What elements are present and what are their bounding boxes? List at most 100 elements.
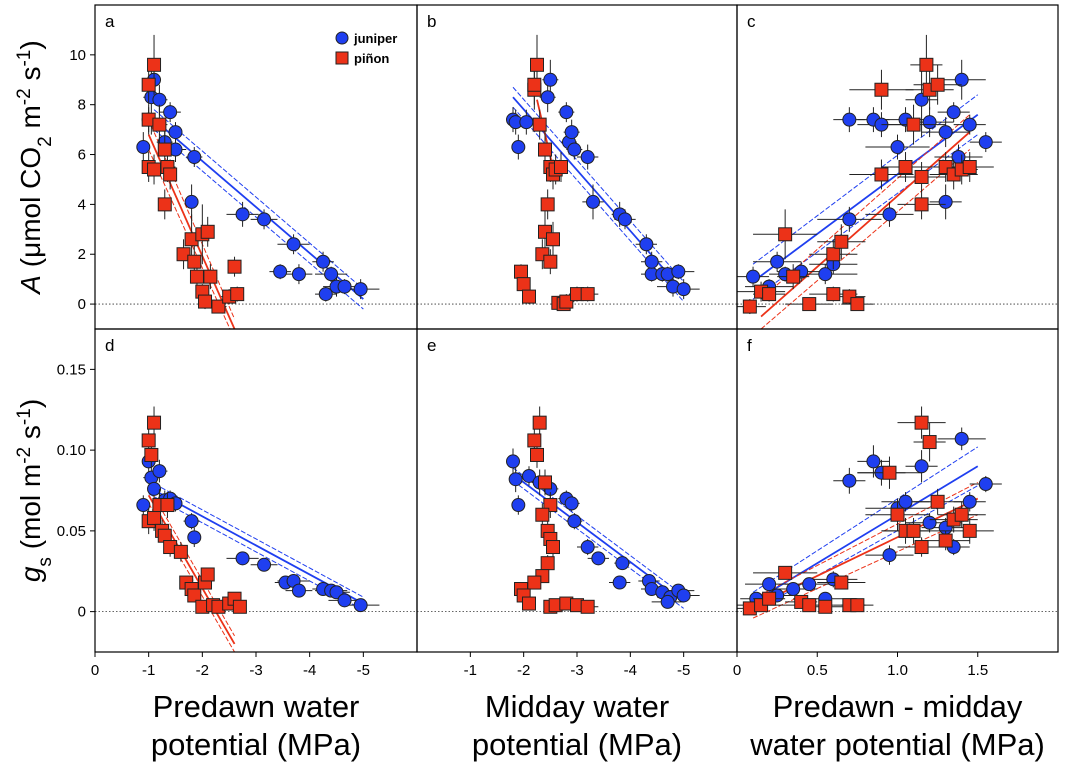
marker [353, 598, 368, 613]
x-axis-label: Midday water [485, 689, 669, 724]
legend-marker [335, 51, 349, 65]
y-tick-label: 8 [78, 97, 86, 114]
marker [324, 267, 339, 282]
marker [906, 117, 921, 132]
y-axis-label-part: ) [15, 399, 46, 408]
marker [962, 117, 977, 132]
marker [922, 115, 937, 130]
marker [564, 125, 579, 140]
marker [337, 593, 352, 608]
marker [184, 194, 199, 209]
marker [543, 254, 558, 269]
marker [152, 92, 167, 107]
marker [826, 287, 841, 302]
marker [136, 140, 151, 155]
x-axis-label: Predawn - midday [773, 689, 1023, 724]
marker [802, 577, 817, 592]
x-axis-label: Predawn water [153, 689, 360, 724]
marker [189, 269, 204, 284]
y-tick-label: 0.05 [57, 523, 86, 540]
panel-label: d [105, 336, 114, 355]
marker [318, 287, 333, 302]
x-axis-label: potential (MPa) [151, 727, 361, 762]
x-tick-label: -4 [303, 662, 316, 679]
marker [257, 557, 272, 572]
panel [737, 34, 1058, 329]
marker [535, 507, 550, 522]
x-tick-label: -2 [196, 662, 209, 679]
marker [671, 264, 686, 279]
marker [778, 227, 793, 242]
marker [527, 77, 542, 92]
marker [818, 599, 833, 614]
marker [530, 447, 544, 462]
y-axis-label-part: -1 [14, 408, 35, 425]
marker [890, 140, 905, 155]
y-axis-label-part: m [15, 105, 46, 136]
marker [882, 207, 897, 222]
fit-line [752, 113, 979, 283]
marker [567, 142, 582, 157]
marker [546, 540, 560, 555]
marker [770, 254, 785, 269]
marker [211, 299, 226, 314]
y-axis-label-part: g [15, 566, 46, 582]
marker [586, 194, 600, 209]
panel [417, 34, 737, 312]
legend-marker [335, 31, 349, 45]
y-tick-label: 0.10 [57, 442, 86, 459]
marker [144, 447, 159, 462]
marker [187, 530, 202, 545]
marker [176, 247, 191, 262]
marker [235, 551, 250, 566]
marker [842, 112, 857, 127]
x-axis-label: water potential (MPa) [749, 727, 1045, 762]
marker [187, 254, 202, 269]
marker [522, 289, 536, 304]
legend-label: piñon [354, 51, 389, 66]
marker [922, 515, 937, 530]
marker [291, 267, 306, 282]
x-tick-label: -5 [677, 662, 690, 679]
marker [141, 77, 156, 92]
panel [95, 406, 417, 652]
marker [141, 433, 156, 448]
marker [187, 588, 202, 603]
panel-label: f [747, 336, 752, 355]
marker [168, 125, 183, 140]
marker [762, 591, 777, 606]
marker [546, 232, 560, 247]
marker [527, 575, 542, 590]
marker [676, 588, 691, 603]
x-tick-label: 0 [733, 662, 741, 679]
marker [834, 575, 849, 590]
marker [257, 212, 272, 227]
marker [511, 140, 526, 155]
marker [938, 194, 953, 209]
marker [580, 150, 595, 165]
marker [232, 599, 247, 614]
marker [922, 435, 937, 450]
x-tick-label: -4 [624, 662, 637, 679]
x-tick-label: -1 [464, 662, 477, 679]
marker [559, 294, 574, 309]
y-axis-label: gs (mol m-2 s-1) [14, 399, 56, 582]
fit-line [148, 480, 364, 598]
y-axis-label-part: (mol m [15, 464, 46, 557]
marker [818, 267, 833, 282]
marker [612, 575, 627, 590]
marker [511, 498, 526, 513]
y-axis-label-part: -1 [14, 50, 35, 67]
y-axis-label-part: (μmol CO [15, 147, 46, 275]
panel [417, 406, 737, 614]
marker [230, 287, 245, 302]
marker [874, 167, 889, 182]
y-axis-label-part: -2 [14, 88, 35, 105]
x-tick-label: -3 [249, 662, 262, 679]
marker [198, 294, 213, 309]
x-tick-label: -3 [570, 662, 583, 679]
marker [866, 454, 881, 469]
marker [898, 160, 913, 174]
marker [778, 565, 793, 580]
panel-frame [94, 328, 418, 653]
